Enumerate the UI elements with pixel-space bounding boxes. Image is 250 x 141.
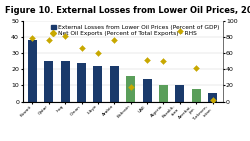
Bar (110, 66, 119, 102)
Bar (44, 61, 53, 102)
Bar (208, 93, 217, 102)
Bar (126, 76, 135, 102)
Bar (28, 40, 37, 102)
Text: Figure 10. External Losses from Lower Oil Prices, 2015: Figure 10. External Losses from Lower Oi… (5, 6, 250, 15)
Legend: External Losses from Lower Oil Prices (Percent of GDP), Net Oil Exports (Percent: External Losses from Lower Oil Prices (P… (50, 24, 219, 36)
Bar (175, 85, 184, 102)
Bar (94, 66, 102, 102)
Bar (77, 63, 86, 102)
Bar (159, 85, 168, 102)
Bar (192, 89, 201, 102)
Bar (142, 79, 152, 102)
Bar (60, 61, 70, 102)
